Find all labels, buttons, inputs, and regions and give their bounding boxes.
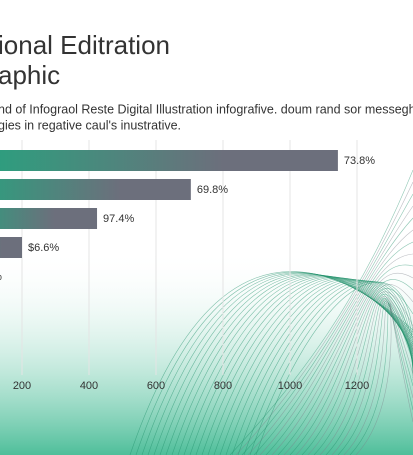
mesh-line — [265, 241, 413, 455]
mesh-line — [165, 274, 413, 455]
annotation: 0% — [0, 271, 2, 283]
mesh-line — [355, 303, 413, 455]
mesh-line — [243, 281, 413, 455]
x-tick-label: 1000 — [278, 380, 302, 392]
mesh-line — [177, 275, 413, 455]
mesh-line — [253, 217, 413, 455]
mesh-line — [231, 280, 413, 455]
bar — [0, 237, 22, 258]
bar — [0, 208, 98, 229]
mesh-line — [271, 253, 413, 455]
mesh-line — [247, 205, 413, 455]
mesh-line — [331, 299, 413, 455]
mesh-line — [213, 278, 413, 455]
mesh-line — [207, 278, 413, 455]
mesh-line — [319, 296, 413, 455]
x-tick-label: 400 — [80, 380, 98, 392]
annotation: 73.8% — [344, 155, 375, 167]
annotation: 69.8% — [197, 184, 228, 196]
mesh-line — [307, 291, 413, 455]
mesh-line — [171, 275, 413, 455]
mesh-line — [237, 280, 413, 455]
mesh-line — [183, 276, 413, 455]
mesh-line — [249, 281, 413, 455]
mesh-decoration — [129, 169, 413, 455]
mesh-line — [229, 169, 413, 455]
mesh-line — [349, 302, 413, 455]
mesh-line — [219, 279, 413, 455]
mesh-line — [225, 279, 413, 455]
bar — [0, 150, 338, 171]
mesh-line — [255, 282, 413, 455]
mesh-line — [325, 298, 413, 455]
x-tick-label: 800 — [214, 380, 232, 392]
mesh-line — [201, 277, 413, 455]
subtitle: gies in regative caul's inustrative. — [0, 118, 181, 132]
annotation: 97.4% — [103, 213, 134, 225]
chart-title: ional Editration — [0, 30, 170, 60]
mesh-line — [277, 264, 413, 455]
subtitle: nd of Infograol Reste Digital Illustrati… — [0, 102, 413, 116]
annotation: $6.6% — [28, 242, 59, 254]
mesh-line — [189, 276, 413, 455]
mesh-line — [337, 300, 413, 455]
x-tick-label: 200 — [13, 380, 31, 392]
mesh-line — [343, 301, 413, 455]
x-tick-label: 600 — [147, 380, 165, 392]
chart-title: aphic — [0, 60, 60, 90]
background-gradient — [0, 250, 413, 455]
mesh-line — [259, 229, 413, 455]
x-tick-label: 1200 — [345, 380, 369, 392]
bar — [0, 179, 191, 200]
mesh-line — [235, 181, 413, 455]
mesh-line — [195, 277, 413, 455]
mesh-line — [283, 272, 413, 455]
mesh-line — [241, 193, 413, 455]
